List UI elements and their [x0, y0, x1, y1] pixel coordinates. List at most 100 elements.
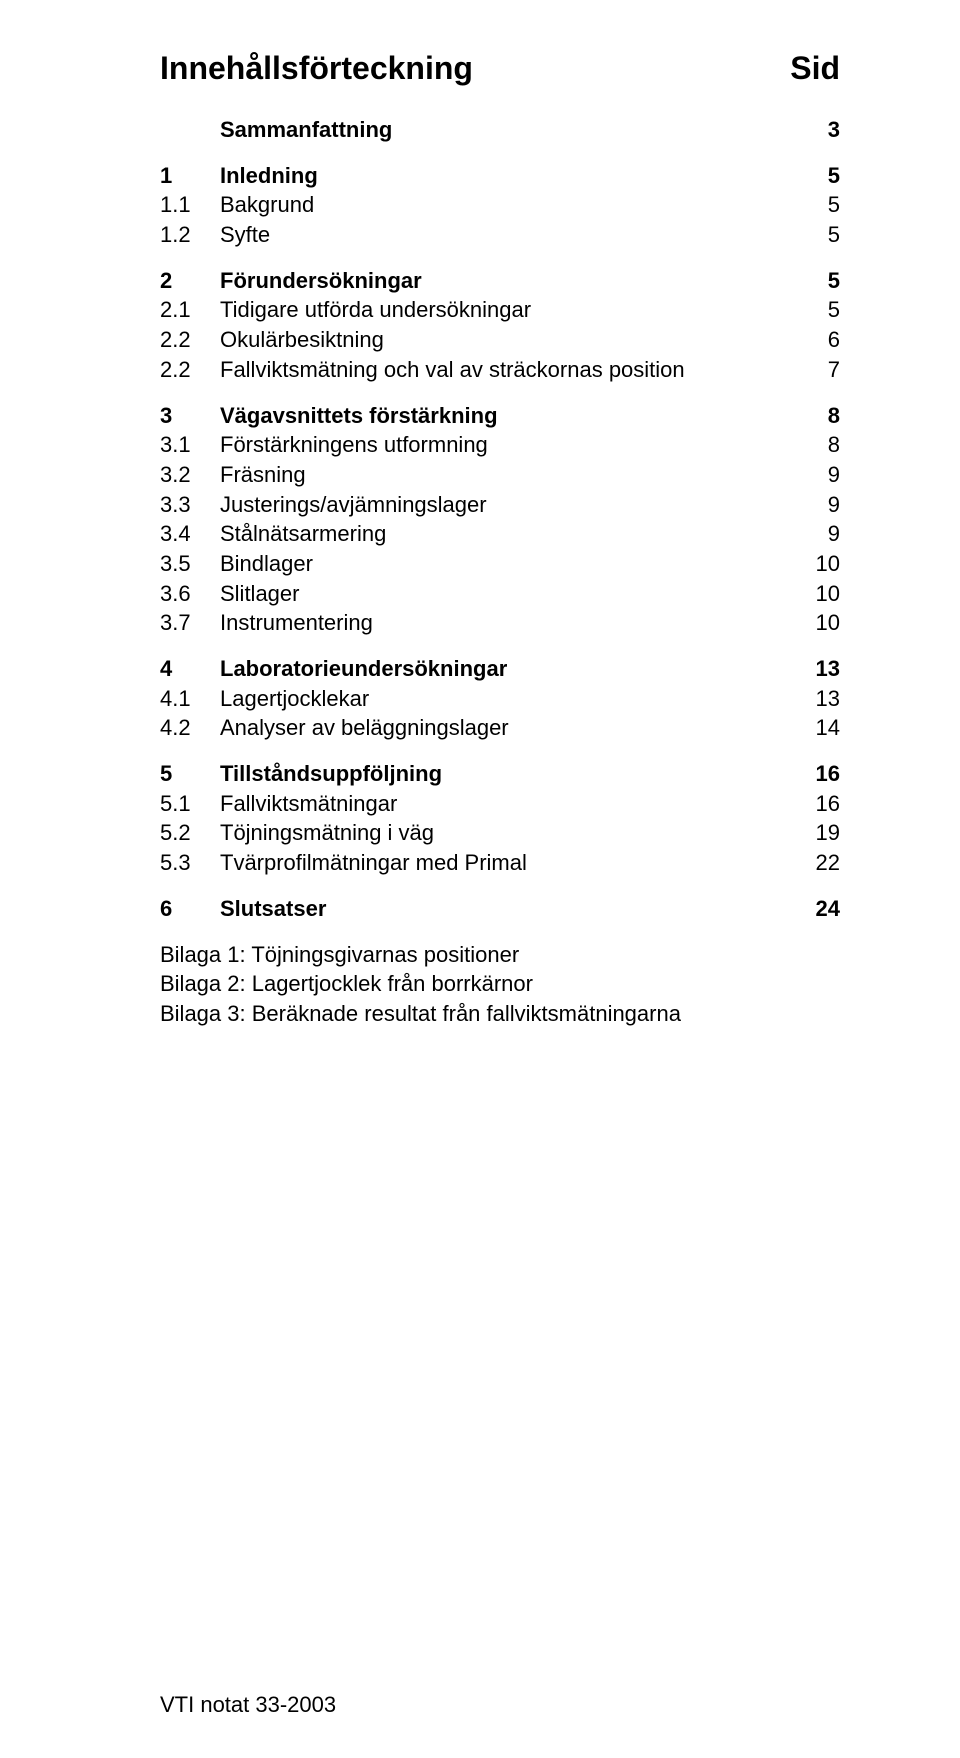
toc-row: 2.2Okulärbesiktning6 — [160, 325, 840, 355]
toc-page-number: 10 — [790, 579, 840, 609]
appendix-line: Bilaga 1: Töjningsgivarnas positioner — [160, 940, 840, 970]
toc-row: 1.2Syfte5 — [160, 220, 840, 250]
toc-page-number: 22 — [790, 848, 840, 878]
toc-row: 4Laboratorieundersökningar13 — [160, 654, 840, 684]
toc-row: 4.1Lagertjocklekar13 — [160, 684, 840, 714]
toc-row: 3.7Instrumentering10 — [160, 608, 840, 638]
toc-label: Förstärkningens utformning — [220, 430, 790, 460]
toc-label: Slutsatser — [220, 894, 790, 924]
toc-label: Inledning — [220, 161, 790, 191]
toc-page-number: 16 — [790, 789, 840, 819]
toc-number: 3.7 — [160, 608, 220, 638]
toc-label: Tidigare utförda undersökningar — [220, 295, 790, 325]
toc-number: 3.1 — [160, 430, 220, 460]
toc-page-number: 7 — [790, 355, 840, 385]
toc-label: Vägavsnittets förstärkning — [220, 401, 790, 431]
toc-number: 5.2 — [160, 818, 220, 848]
toc-page-number: 9 — [790, 460, 840, 490]
toc-row: 3.2Fräsning9 — [160, 460, 840, 490]
toc-row: 2.2Fallviktsmätning och val av sträckorn… — [160, 355, 840, 385]
toc-label: Förundersökningar — [220, 266, 790, 296]
toc-number: 6 — [160, 894, 220, 924]
toc-number: 3 — [160, 401, 220, 431]
toc-page-number: 10 — [790, 608, 840, 638]
toc-row: 3.1Förstärkningens utformning8 — [160, 430, 840, 460]
toc-group-gap — [160, 638, 840, 654]
toc-page-number: 19 — [790, 818, 840, 848]
toc-page-number: 10 — [790, 549, 840, 579]
toc-page-number: 16 — [790, 759, 840, 789]
appendix-line: Bilaga 3: Beräknade resultat från fallvi… — [160, 999, 840, 1029]
toc-header-row: Innehållsförteckning Sid — [160, 50, 840, 87]
toc-label: Tvärprofilmätningar med Primal — [220, 848, 790, 878]
toc-number: 5.1 — [160, 789, 220, 819]
toc-row: 5Tillståndsuppföljning16 — [160, 759, 840, 789]
toc-row: 3.5Bindlager10 — [160, 549, 840, 579]
toc-page-number: 5 — [790, 161, 840, 191]
toc-number: 1 — [160, 161, 220, 191]
toc-group-gap — [160, 385, 840, 401]
toc-label: Sammanfattning — [220, 115, 790, 145]
toc-group-gap — [160, 878, 840, 894]
footer-text: VTI notat 33-2003 — [160, 1692, 336, 1718]
toc-page-number: 5 — [790, 266, 840, 296]
toc-row: 5.3Tvärprofilmätningar med Primal22 — [160, 848, 840, 878]
toc-label: Fallviktsmätning och val av sträckornas … — [220, 355, 790, 385]
toc-title: Innehållsförteckning — [160, 50, 473, 87]
toc-number: 3.3 — [160, 490, 220, 520]
toc-label: Syfte — [220, 220, 790, 250]
toc-row: 2.1Tidigare utförda undersökningar5 — [160, 295, 840, 325]
toc-label: Instrumentering — [220, 608, 790, 638]
toc-row: 3.6Slitlager10 — [160, 579, 840, 609]
toc-page-number: 5 — [790, 295, 840, 325]
toc-row: 4.2Analyser av beläggningslager14 — [160, 713, 840, 743]
toc-body: Sammanfattning31Inledning51.1Bakgrund51.… — [160, 115, 840, 924]
toc-label: Bindlager — [220, 549, 790, 579]
toc-label: Okulärbesiktning — [220, 325, 790, 355]
toc-group-gap — [160, 743, 840, 759]
toc-page-number: 5 — [790, 190, 840, 220]
toc-page-number: 8 — [790, 430, 840, 460]
toc-page-number: 5 — [790, 220, 840, 250]
toc-label: Analyser av beläggningslager — [220, 713, 790, 743]
toc-label: Stålnätsarmering — [220, 519, 790, 549]
toc-page-number: 6 — [790, 325, 840, 355]
toc-row: 1Inledning5 — [160, 161, 840, 191]
toc-label: Justerings/avjämningslager — [220, 490, 790, 520]
toc-row: 6Slutsatser24 — [160, 894, 840, 924]
toc-page-number: 24 — [790, 894, 840, 924]
toc-label: Fallviktsmätningar — [220, 789, 790, 819]
toc-number: 3.4 — [160, 519, 220, 549]
toc-number: 3.2 — [160, 460, 220, 490]
toc-number: 3.6 — [160, 579, 220, 609]
toc-page-number: 8 — [790, 401, 840, 431]
toc-label: Töjningsmätning i väg — [220, 818, 790, 848]
toc-number: 4 — [160, 654, 220, 684]
toc-number: 1.1 — [160, 190, 220, 220]
toc-group-gap — [160, 250, 840, 266]
toc-label: Bakgrund — [220, 190, 790, 220]
toc-page-heading: Sid — [790, 50, 840, 87]
toc-page-number: 3 — [790, 115, 840, 145]
toc-label: Fräsning — [220, 460, 790, 490]
toc-group-gap — [160, 145, 840, 161]
toc-label: Laboratorieundersökningar — [220, 654, 790, 684]
toc-number: 3.5 — [160, 549, 220, 579]
toc-page-number: 13 — [790, 684, 840, 714]
toc-label: Lagertjocklekar — [220, 684, 790, 714]
toc-number: 2.2 — [160, 325, 220, 355]
toc-row: 2Förundersökningar5 — [160, 266, 840, 296]
toc-page-number: 14 — [790, 713, 840, 743]
toc-row: 3.4Stålnätsarmering9 — [160, 519, 840, 549]
toc-page-number: 13 — [790, 654, 840, 684]
toc-row: 1.1Bakgrund5 — [160, 190, 840, 220]
toc-number: 2.2 — [160, 355, 220, 385]
toc-row: 5.2Töjningsmätning i väg19 — [160, 818, 840, 848]
toc-number: 1.2 — [160, 220, 220, 250]
toc-row: 3.3Justerings/avjämningslager9 — [160, 490, 840, 520]
toc-page-number: 9 — [790, 490, 840, 520]
toc-label: Tillståndsuppföljning — [220, 759, 790, 789]
toc-number: 2.1 — [160, 295, 220, 325]
toc-row: 3Vägavsnittets förstärkning8 — [160, 401, 840, 431]
appendix-line: Bilaga 2: Lagertjocklek från borrkärnor — [160, 969, 840, 999]
